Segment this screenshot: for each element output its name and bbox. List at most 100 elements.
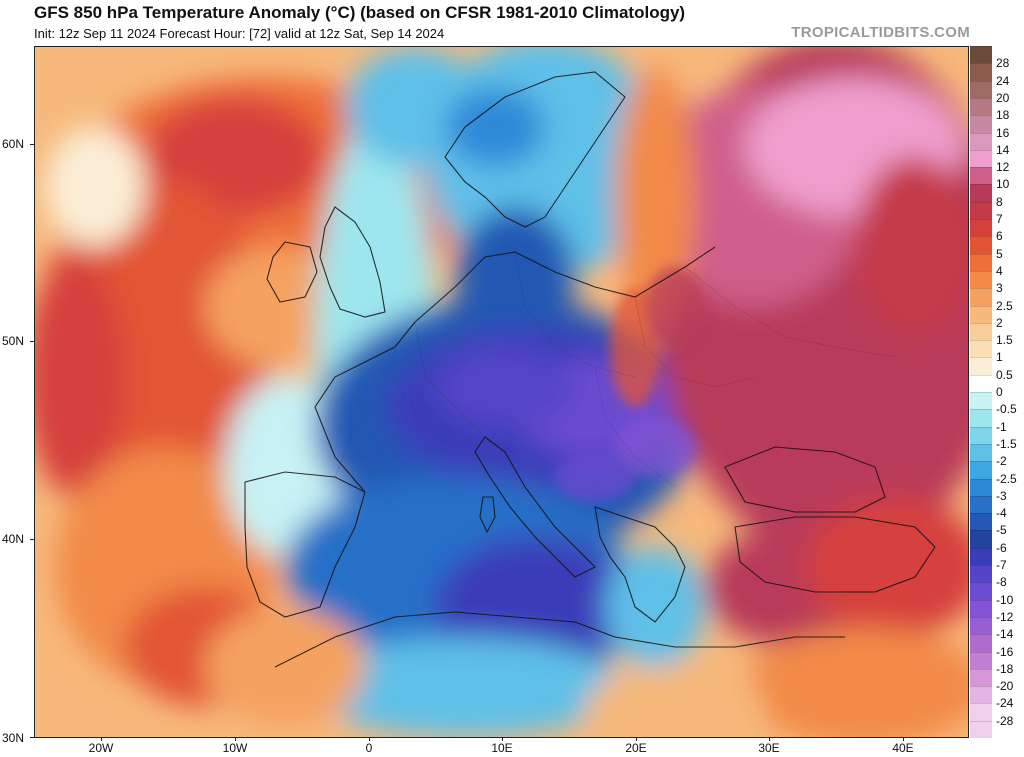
colorbar-label: -0.5 (996, 402, 1017, 417)
colorbar-swatch (970, 478, 992, 497)
colorbar-label: -1 (996, 419, 1007, 434)
lat-label-40n: 40N (2, 532, 25, 546)
colorbar-swatch (970, 184, 992, 203)
colorbar-label: 10 (996, 177, 1010, 192)
colorbar-swatch (970, 132, 992, 151)
colorbar-label: -7 (996, 558, 1007, 572)
colorbar-label: -10 (996, 592, 1014, 607)
site-brand: TROPICALTIDBITS.COM (791, 24, 970, 41)
lat-tick-60n (30, 144, 34, 145)
colorbar-swatch (970, 443, 992, 462)
colorbar-label: 3 (996, 281, 1003, 296)
colorbar-label: -3 (996, 488, 1007, 503)
colorbar-label: 18 (996, 108, 1010, 123)
lon-tick-30e (769, 738, 770, 741)
colorbar-label: -16 (996, 644, 1014, 659)
map-area (34, 46, 969, 738)
colorbar-swatch (970, 357, 992, 376)
colorbar-label: 8 (996, 194, 1003, 209)
colorbar-label: 0 (996, 385, 1003, 399)
lon-tick-10w (235, 738, 236, 741)
colorbar-swatch (970, 253, 992, 272)
colorbar-label: 12 (996, 160, 1010, 175)
colorbar-swatch (970, 634, 992, 652)
colorbar-swatch (970, 392, 992, 410)
colorbar-label: 5 (996, 246, 1003, 261)
colorbar (970, 46, 992, 739)
colorbar-swatch (970, 322, 992, 341)
colorbar-label: -5 (996, 523, 1007, 538)
colorbar-swatch (970, 374, 992, 393)
colorbar-swatch (970, 599, 992, 618)
colorbar-swatch (970, 720, 992, 739)
colorbar-swatch (970, 63, 992, 82)
lat-label-30n: 30N (2, 731, 25, 745)
colorbar-label: 6 (996, 229, 1003, 244)
lat-tick-30n (30, 737, 34, 738)
colorbar-label: 28 (996, 56, 1010, 71)
colorbar-swatch (970, 530, 992, 549)
colorbar-swatch (970, 547, 992, 566)
colorbar-label: 2.5 (996, 298, 1013, 313)
lon-tick-20w (101, 738, 102, 741)
colorbar-swatch (970, 219, 992, 237)
lat-label-50n: 50N (2, 334, 25, 348)
colorbar-swatch (970, 115, 992, 133)
lon-tick-0 (369, 738, 370, 741)
colorbar-label: -2 (996, 454, 1007, 469)
lon-label-40e: 40E (892, 741, 914, 755)
lon-label-10w: 10W (222, 741, 248, 755)
colorbar-label: 0.5 (996, 367, 1013, 382)
colorbar-swatch (970, 167, 992, 185)
colorbar-swatch (970, 426, 992, 445)
colorbar-label: 1.5 (996, 333, 1013, 348)
colorbar-swatch (970, 616, 992, 635)
colorbar-label: -6 (996, 540, 1007, 555)
lon-label-30e: 30E (758, 741, 780, 755)
colorbar-swatch (970, 582, 992, 601)
lon-label-20w: 20W (88, 741, 114, 755)
colorbar-label: -24 (996, 696, 1014, 711)
colorbar-swatch (970, 288, 992, 306)
colorbar-label: -14 (996, 627, 1014, 642)
map-subtitle: Init: 12z Sep 11 2024 Forecast Hour: [72… (34, 26, 445, 41)
colorbar-swatch (970, 565, 992, 583)
lat-tick-50n (30, 341, 34, 342)
colorbar-label: -12 (996, 609, 1014, 624)
colorbar-label: -20 (996, 679, 1014, 694)
colorbar-swatch (970, 651, 992, 670)
colorbar-swatch (970, 703, 992, 722)
lon-tick-20e (636, 738, 637, 741)
colorbar-swatch (970, 495, 992, 514)
colorbar-label: -2.5 (996, 471, 1017, 486)
colorbar-label: -28 (996, 713, 1014, 728)
colorbar-swatch (970, 305, 992, 324)
colorbar-swatch (970, 461, 992, 479)
colorbar-swatch (970, 149, 992, 168)
colorbar-swatch (970, 686, 992, 704)
colorbar-label: 7 (996, 212, 1003, 226)
colorbar-swatch (970, 46, 992, 64)
colorbar-swatch (970, 513, 992, 531)
lon-label-0: 0 (365, 741, 373, 755)
lon-tick-10e (502, 738, 503, 741)
lon-label-10e: 10E (491, 741, 513, 755)
colorbar-label: 16 (996, 125, 1010, 140)
colorbar-label: 4 (996, 263, 1003, 278)
colorbar-label: 14 (996, 142, 1010, 157)
colorbar-label: -1.5 (996, 436, 1017, 451)
colorbar-label: 2 (996, 315, 1003, 330)
colorbar-swatch (970, 668, 992, 687)
map-title: GFS 850 hPa Temperature Anomaly (°C) (ba… (34, 3, 686, 22)
lon-tick-40e (903, 738, 904, 741)
colorbar-label: -18 (996, 661, 1014, 676)
anomaly-field (35, 47, 968, 737)
colorbar-swatch (970, 97, 992, 116)
colorbar-label: -4 (996, 506, 1007, 521)
colorbar-label: 1 (996, 350, 1003, 365)
colorbar-label: 20 (996, 90, 1010, 105)
lon-label-20e: 20E (625, 741, 647, 755)
colorbar-label: 24 (996, 73, 1010, 88)
lat-tick-40n (30, 539, 34, 540)
colorbar-swatch (970, 409, 992, 428)
